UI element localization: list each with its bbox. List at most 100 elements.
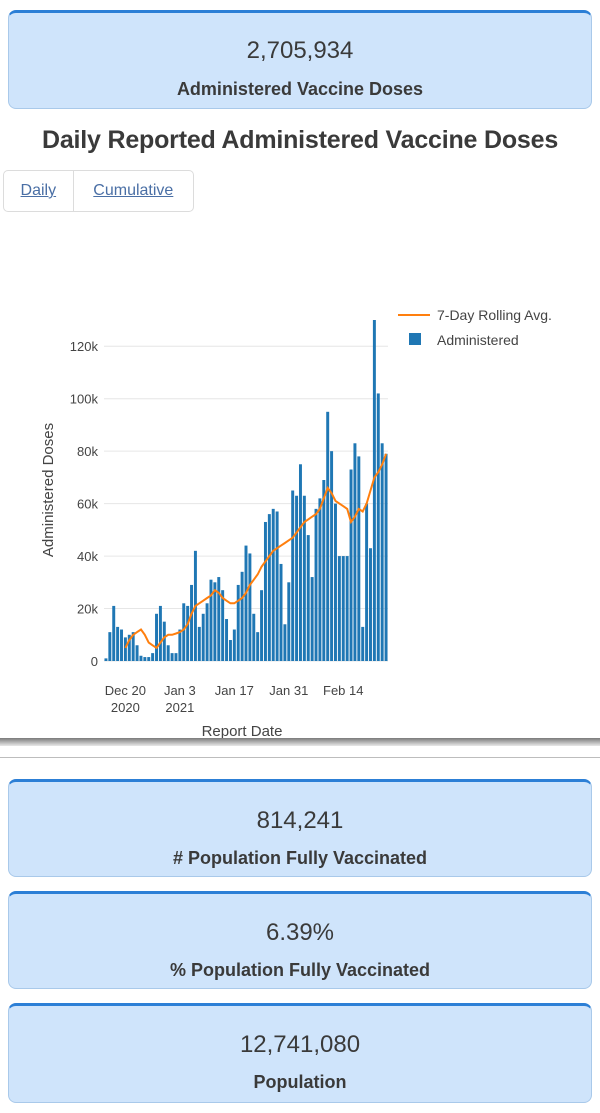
bar-administered[interactable] bbox=[112, 605, 116, 661]
bar-administered[interactable] bbox=[380, 443, 384, 661]
bar-administered[interactable] bbox=[306, 535, 310, 661]
bar-administered[interactable] bbox=[228, 640, 232, 661]
bar-administered[interactable] bbox=[295, 495, 299, 661]
bar-administered[interactable] bbox=[116, 626, 120, 661]
chart-tabs: Daily Cumulative bbox=[3, 170, 194, 212]
bar-administered[interactable] bbox=[162, 621, 166, 661]
bar-administered[interactable] bbox=[147, 657, 151, 661]
bar-administered[interactable] bbox=[314, 508, 318, 661]
bar-administered[interactable] bbox=[201, 613, 205, 661]
bar-administered[interactable] bbox=[221, 590, 225, 661]
bar-administered[interactable] bbox=[330, 451, 334, 661]
bar-administered[interactable] bbox=[205, 603, 209, 661]
bar-administered[interactable] bbox=[225, 619, 229, 661]
bar-administered[interactable] bbox=[104, 658, 108, 661]
bar-administered[interactable] bbox=[197, 626, 201, 661]
bar-administered[interactable] bbox=[345, 556, 349, 661]
bar-administered[interactable] bbox=[213, 582, 217, 661]
legend-bar-swatch bbox=[409, 333, 421, 345]
bar-administered[interactable] bbox=[369, 548, 372, 661]
bar-administered[interactable] bbox=[240, 571, 244, 661]
y-tick-label: 60k bbox=[77, 497, 98, 512]
bar-administered[interactable] bbox=[302, 495, 306, 661]
bar-administered[interactable] bbox=[182, 603, 186, 661]
x-tick-label: Dec 20 bbox=[105, 683, 146, 698]
tab-daily[interactable]: Daily bbox=[4, 171, 74, 211]
administered-doses-label: Administered Vaccine Doses bbox=[176, 79, 424, 99]
bar-administered[interactable] bbox=[271, 508, 275, 661]
bar-administered[interactable] bbox=[349, 469, 353, 661]
y-tick-label: 100k bbox=[70, 392, 99, 407]
section-divider-line bbox=[0, 757, 600, 758]
bar-administered[interactable] bbox=[283, 624, 287, 661]
bar-administered[interactable] bbox=[341, 556, 345, 661]
bar-administered[interactable] bbox=[217, 577, 221, 661]
section-divider bbox=[0, 738, 600, 746]
bar-administered[interactable] bbox=[279, 563, 283, 661]
y-tick-label: 20k bbox=[77, 602, 98, 617]
bar-administered[interactable] bbox=[365, 503, 369, 661]
bars-administered bbox=[104, 320, 388, 662]
bar-administered[interactable] bbox=[123, 637, 127, 661]
bar-administered[interactable] bbox=[244, 545, 248, 661]
bar-administered[interactable] bbox=[178, 629, 182, 661]
daily-doses-chart: 0 20k 40k 60k 80k 100k 120k Dec 20 2020 Jan 3 202… bbox=[40, 307, 552, 740]
bar-administered[interactable] bbox=[252, 613, 256, 661]
bar-administered[interactable] bbox=[236, 584, 240, 661]
bar-administered[interactable] bbox=[174, 653, 178, 661]
bar-administered[interactable] bbox=[372, 320, 376, 661]
population-value: 12,741,080 bbox=[239, 1031, 361, 1058]
bar-administered[interactable] bbox=[209, 579, 213, 661]
rolling-average-line bbox=[124, 453, 388, 650]
bar-administered[interactable] bbox=[275, 511, 279, 661]
bar-administered[interactable] bbox=[190, 584, 194, 661]
legend-rolling-average: 7-Day Rolling Avg. bbox=[437, 307, 552, 323]
y-tick-label: 40k bbox=[77, 549, 98, 564]
tab-cumulative[interactable]: Cumulative bbox=[93, 182, 174, 199]
bar-administered[interactable] bbox=[310, 577, 314, 661]
population-card: 12,741,080 Population bbox=[8, 1003, 592, 1103]
bar-administered[interactable] bbox=[232, 629, 236, 661]
bar-administered[interactable] bbox=[260, 590, 264, 661]
bar-administered[interactable] bbox=[337, 556, 341, 661]
fully-vaccinated-label: # Population Fully Vaccinated bbox=[172, 848, 428, 868]
administered-doses-card: 2,705,934 Administered Vaccine Doses bbox=[8, 10, 592, 109]
x-tick-label: Feb 14 bbox=[323, 683, 363, 698]
bar-administered[interactable] bbox=[135, 645, 139, 661]
bar-administered[interactable] bbox=[248, 553, 252, 661]
bar-administered[interactable] bbox=[291, 490, 295, 662]
bar-administered[interactable] bbox=[298, 464, 302, 661]
bar-administered[interactable] bbox=[326, 411, 330, 661]
x-axis-label: Report Date bbox=[202, 723, 283, 740]
bar-administered[interactable] bbox=[361, 626, 365, 661]
y-tick-label: 120k bbox=[70, 339, 99, 354]
x-tick-label: Jan 3 bbox=[164, 683, 196, 698]
bar-administered[interactable] bbox=[263, 521, 267, 661]
bar-administered[interactable] bbox=[353, 443, 357, 661]
bar-administered[interactable] bbox=[357, 456, 361, 661]
bar-administered[interactable] bbox=[318, 498, 322, 661]
x-tick-label: Jan 31 bbox=[269, 683, 308, 698]
bar-administered[interactable] bbox=[158, 605, 162, 661]
bar-administered[interactable] bbox=[143, 657, 147, 661]
bar-administered[interactable] bbox=[186, 605, 190, 661]
chart-legend[interactable]: 7-Day Rolling Avg. Administered bbox=[398, 307, 552, 348]
bar-administered[interactable] bbox=[267, 514, 271, 661]
bar-administered[interactable] bbox=[108, 632, 112, 661]
pct-fully-vaccinated-card: 6.39% % Population Fully Vaccinated bbox=[8, 891, 592, 989]
bar-administered[interactable] bbox=[155, 613, 158, 661]
bar-administered[interactable] bbox=[127, 634, 131, 661]
bar-administered[interactable] bbox=[376, 393, 380, 661]
bar-administered[interactable] bbox=[170, 653, 174, 661]
bar-administered[interactable] bbox=[120, 629, 123, 661]
bar-administered[interactable] bbox=[131, 632, 135, 661]
bar-administered[interactable] bbox=[256, 632, 260, 661]
bar-administered[interactable] bbox=[139, 655, 143, 661]
bar-administered[interactable] bbox=[384, 453, 388, 661]
bar-administered[interactable] bbox=[166, 645, 170, 661]
bar-administered[interactable] bbox=[287, 582, 291, 661]
bar-administered[interactable] bbox=[151, 653, 155, 661]
bar-administered[interactable] bbox=[334, 503, 337, 661]
x-tick-label: 2020 bbox=[111, 700, 140, 715]
bar-administered[interactable] bbox=[322, 480, 326, 661]
